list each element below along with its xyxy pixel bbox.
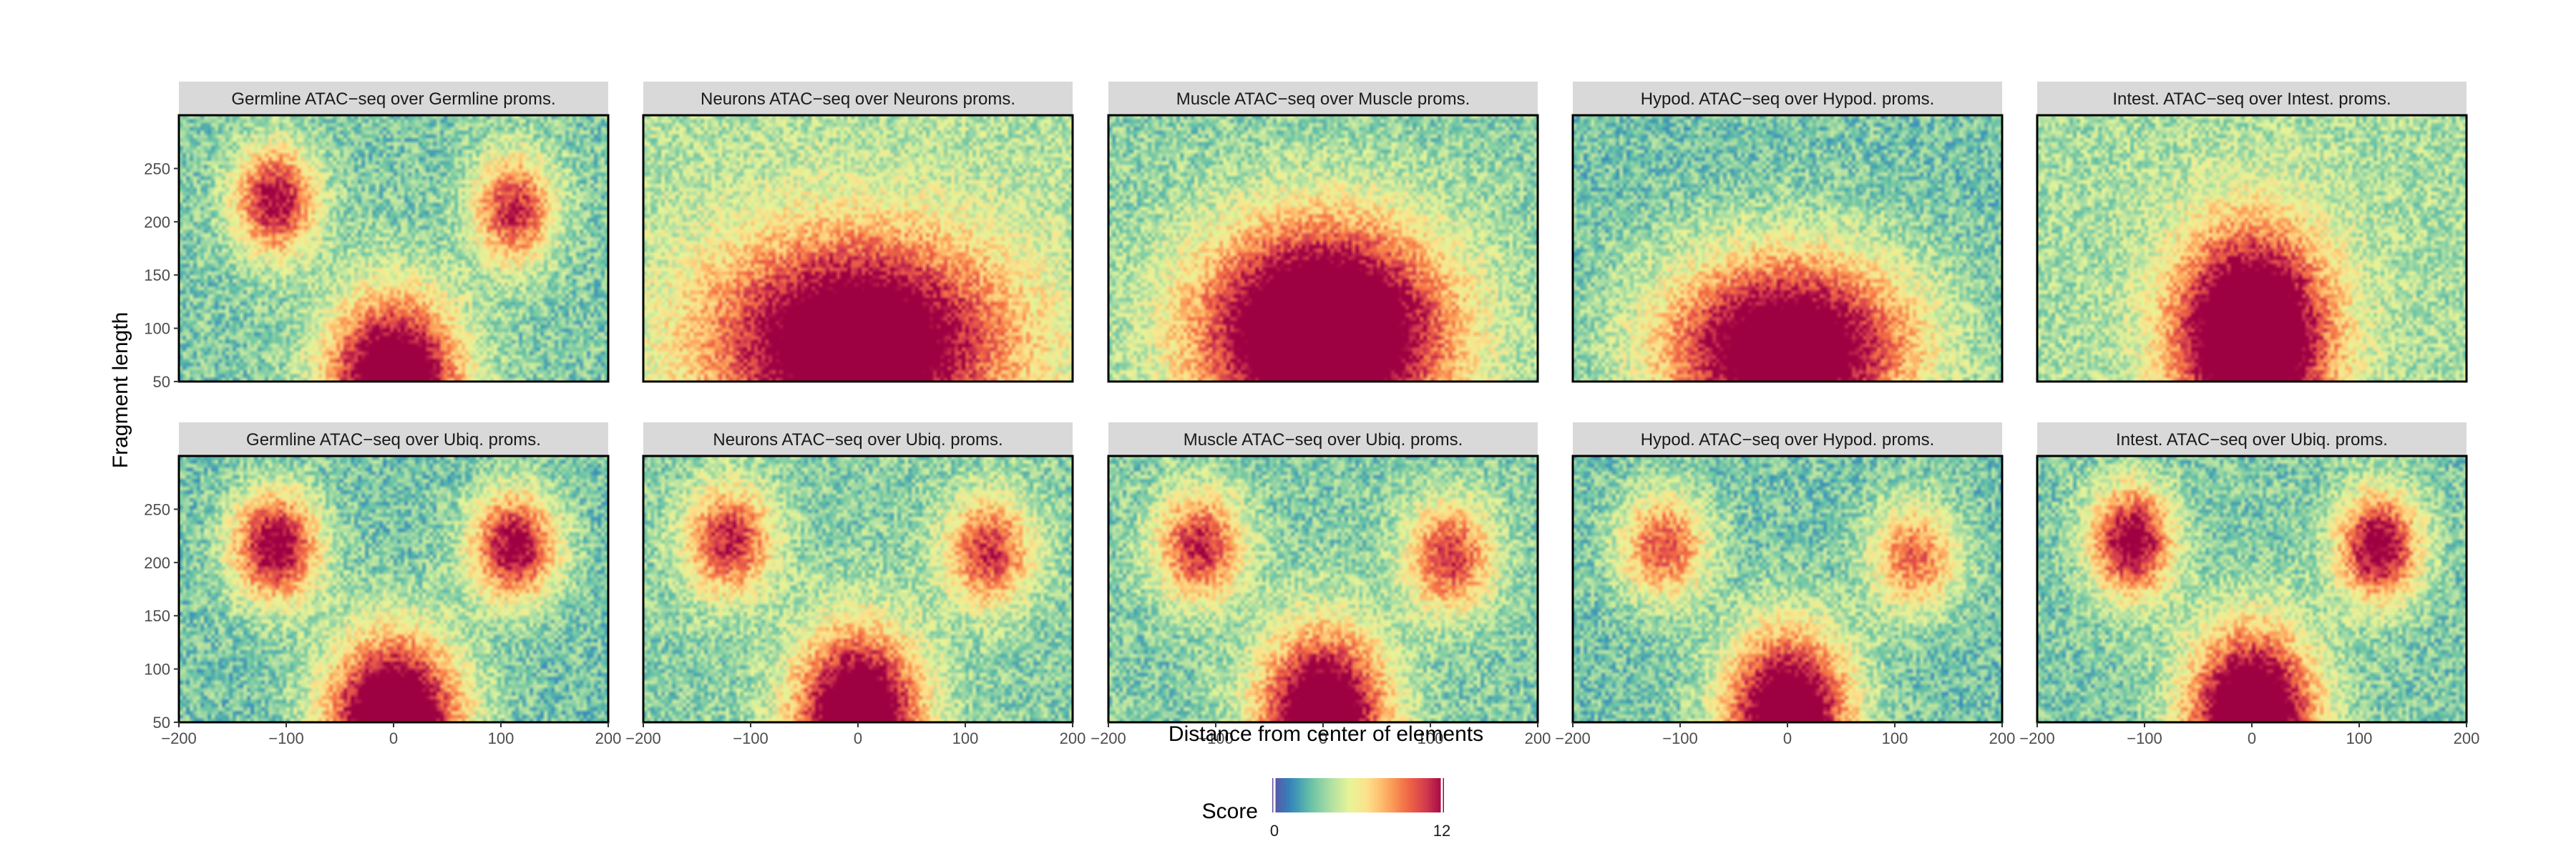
- facet-title: Hypod. ATAC−seq over Hypod. proms.: [1641, 89, 1935, 109]
- facet-panel: Neurons ATAC−seq over Neurons proms.: [642, 82, 1074, 383]
- heatmap-cells: [643, 456, 1073, 722]
- x-tick-label: 200: [595, 729, 622, 747]
- y-tick-label: 50: [153, 373, 170, 391]
- heatmap-cells: [1573, 456, 2002, 722]
- x-tick-label: 200: [1060, 729, 1086, 747]
- x-tick-label: −200: [1091, 729, 1126, 747]
- legend-max-label: 12: [1433, 822, 1450, 840]
- x-tick-label: −100: [1198, 729, 1234, 747]
- facet-strip: [1573, 422, 2002, 456]
- y-tick-label: 100: [144, 320, 170, 338]
- facet-title: Germline ATAC−seq over Germline proms.: [231, 89, 555, 109]
- x-tick-label: −200: [1555, 729, 1591, 747]
- facet-title: Germline ATAC−seq over Ubiq. proms.: [246, 430, 541, 450]
- facet-panel: Hypod. ATAC−seq over Hypod. proms.: [1571, 82, 2004, 383]
- x-tick-label: 0: [389, 729, 398, 747]
- facet-title: Muscle ATAC−seq over Muscle proms.: [1176, 89, 1470, 109]
- x-tick-label: 100: [1882, 729, 1908, 747]
- facet-panel: Neurons ATAC−seq over Ubiq. proms.: [642, 422, 1074, 724]
- facet-panel: Intest. ATAC−seq over Ubiq. proms.: [2036, 422, 2468, 724]
- y-tick-label: 150: [144, 266, 170, 284]
- x-tick-label: 0: [2248, 729, 2256, 747]
- y-tick-label: 50: [153, 714, 170, 732]
- legend-min-label: 0: [1270, 822, 1279, 840]
- facet-strip: [2037, 82, 2467, 115]
- facet-strip: [1108, 82, 1538, 115]
- panel-border: [642, 114, 1074, 383]
- x-tick-label: 100: [1418, 729, 1444, 747]
- x-tick-label: −100: [1662, 729, 1698, 747]
- y-tick-label: 200: [144, 554, 170, 572]
- color-legend: Score 0 12: [1202, 778, 1450, 840]
- panel-border: [1571, 114, 2004, 383]
- heatmap-cells: [2037, 115, 2467, 382]
- y-tick-label: 250: [144, 500, 170, 518]
- facet-title: Intest. ATAC−seq over Ubiq. proms.: [2116, 430, 2388, 450]
- facet-strip: [2037, 422, 2467, 456]
- heatmap-cells: [1573, 115, 2002, 382]
- facet-panel: Muscle ATAC−seq over Muscle proms.: [1107, 82, 1539, 383]
- legend-colorbar: [1272, 778, 1444, 812]
- facet-strip: [1108, 422, 1538, 456]
- heatmap-cells: [1108, 456, 1538, 722]
- panel-border: [1107, 114, 1539, 383]
- panel-border: [177, 114, 610, 383]
- y-tick-label: 200: [144, 213, 170, 231]
- x-tick-label: −100: [268, 729, 304, 747]
- x-tick-label: 0: [1783, 729, 1792, 747]
- panel-border: [2036, 114, 2468, 383]
- facet-title: Neurons ATAC−seq over Neurons proms.: [701, 89, 1015, 109]
- y-tick-label: 150: [144, 607, 170, 625]
- facet-strip: [179, 82, 608, 115]
- facet-strip: [643, 422, 1073, 456]
- heatmap-cells: [2037, 456, 2467, 722]
- x-tick-label: 100: [952, 729, 979, 747]
- heatmap-cells: [179, 456, 608, 722]
- facet-title: Intest. ATAC−seq over Intest. proms.: [2112, 89, 2391, 109]
- x-tick-label: −100: [2127, 729, 2162, 747]
- facet-title: Muscle ATAC−seq over Ubiq. proms.: [1184, 430, 1463, 450]
- x-tick-label: 0: [854, 729, 862, 747]
- x-tick-label: 0: [1319, 729, 1327, 747]
- heatmap-cells: [1108, 115, 1538, 382]
- x-axis-title: Distance from center of elements: [1169, 722, 1483, 746]
- x-tick-label: 100: [488, 729, 514, 747]
- x-tick-label: 200: [1525, 729, 1551, 747]
- facet-strip: [643, 82, 1073, 115]
- facet-panel: Germline ATAC−seq over Germline proms.: [177, 82, 610, 383]
- facet-strip: [179, 422, 608, 456]
- heatmap-cells: [643, 115, 1073, 382]
- facet-panel: Intest. ATAC−seq over Intest. proms.: [2036, 82, 2468, 383]
- facet-title: Neurons ATAC−seq over Ubiq. proms.: [713, 430, 1002, 450]
- x-tick-label: −200: [161, 729, 197, 747]
- facet-panel: Muscle ATAC−seq over Ubiq. proms.: [1107, 422, 1539, 724]
- y-tick-label: 250: [144, 160, 170, 178]
- facet-panel: Hypod. ATAC−seq over Hypod. proms.: [1571, 422, 2004, 724]
- y-tick-label: 100: [144, 661, 170, 679]
- x-tick-label: −200: [625, 729, 661, 747]
- y-axis-title: Fragment length: [109, 312, 132, 468]
- facet-strip: [1573, 82, 2002, 115]
- legend-title: Score: [1202, 800, 1258, 823]
- x-tick-label: −200: [2019, 729, 2055, 747]
- facet-title: Hypod. ATAC−seq over Hypod. proms.: [1641, 430, 1935, 450]
- facet-panel: Germline ATAC−seq over Ubiq. proms.: [177, 422, 610, 724]
- x-tick-label: 200: [1989, 729, 2016, 747]
- x-tick-label: −100: [733, 729, 769, 747]
- x-tick-label: 200: [2454, 729, 2480, 747]
- x-tick-label: 100: [2346, 729, 2373, 747]
- heatmap-cells: [179, 115, 608, 382]
